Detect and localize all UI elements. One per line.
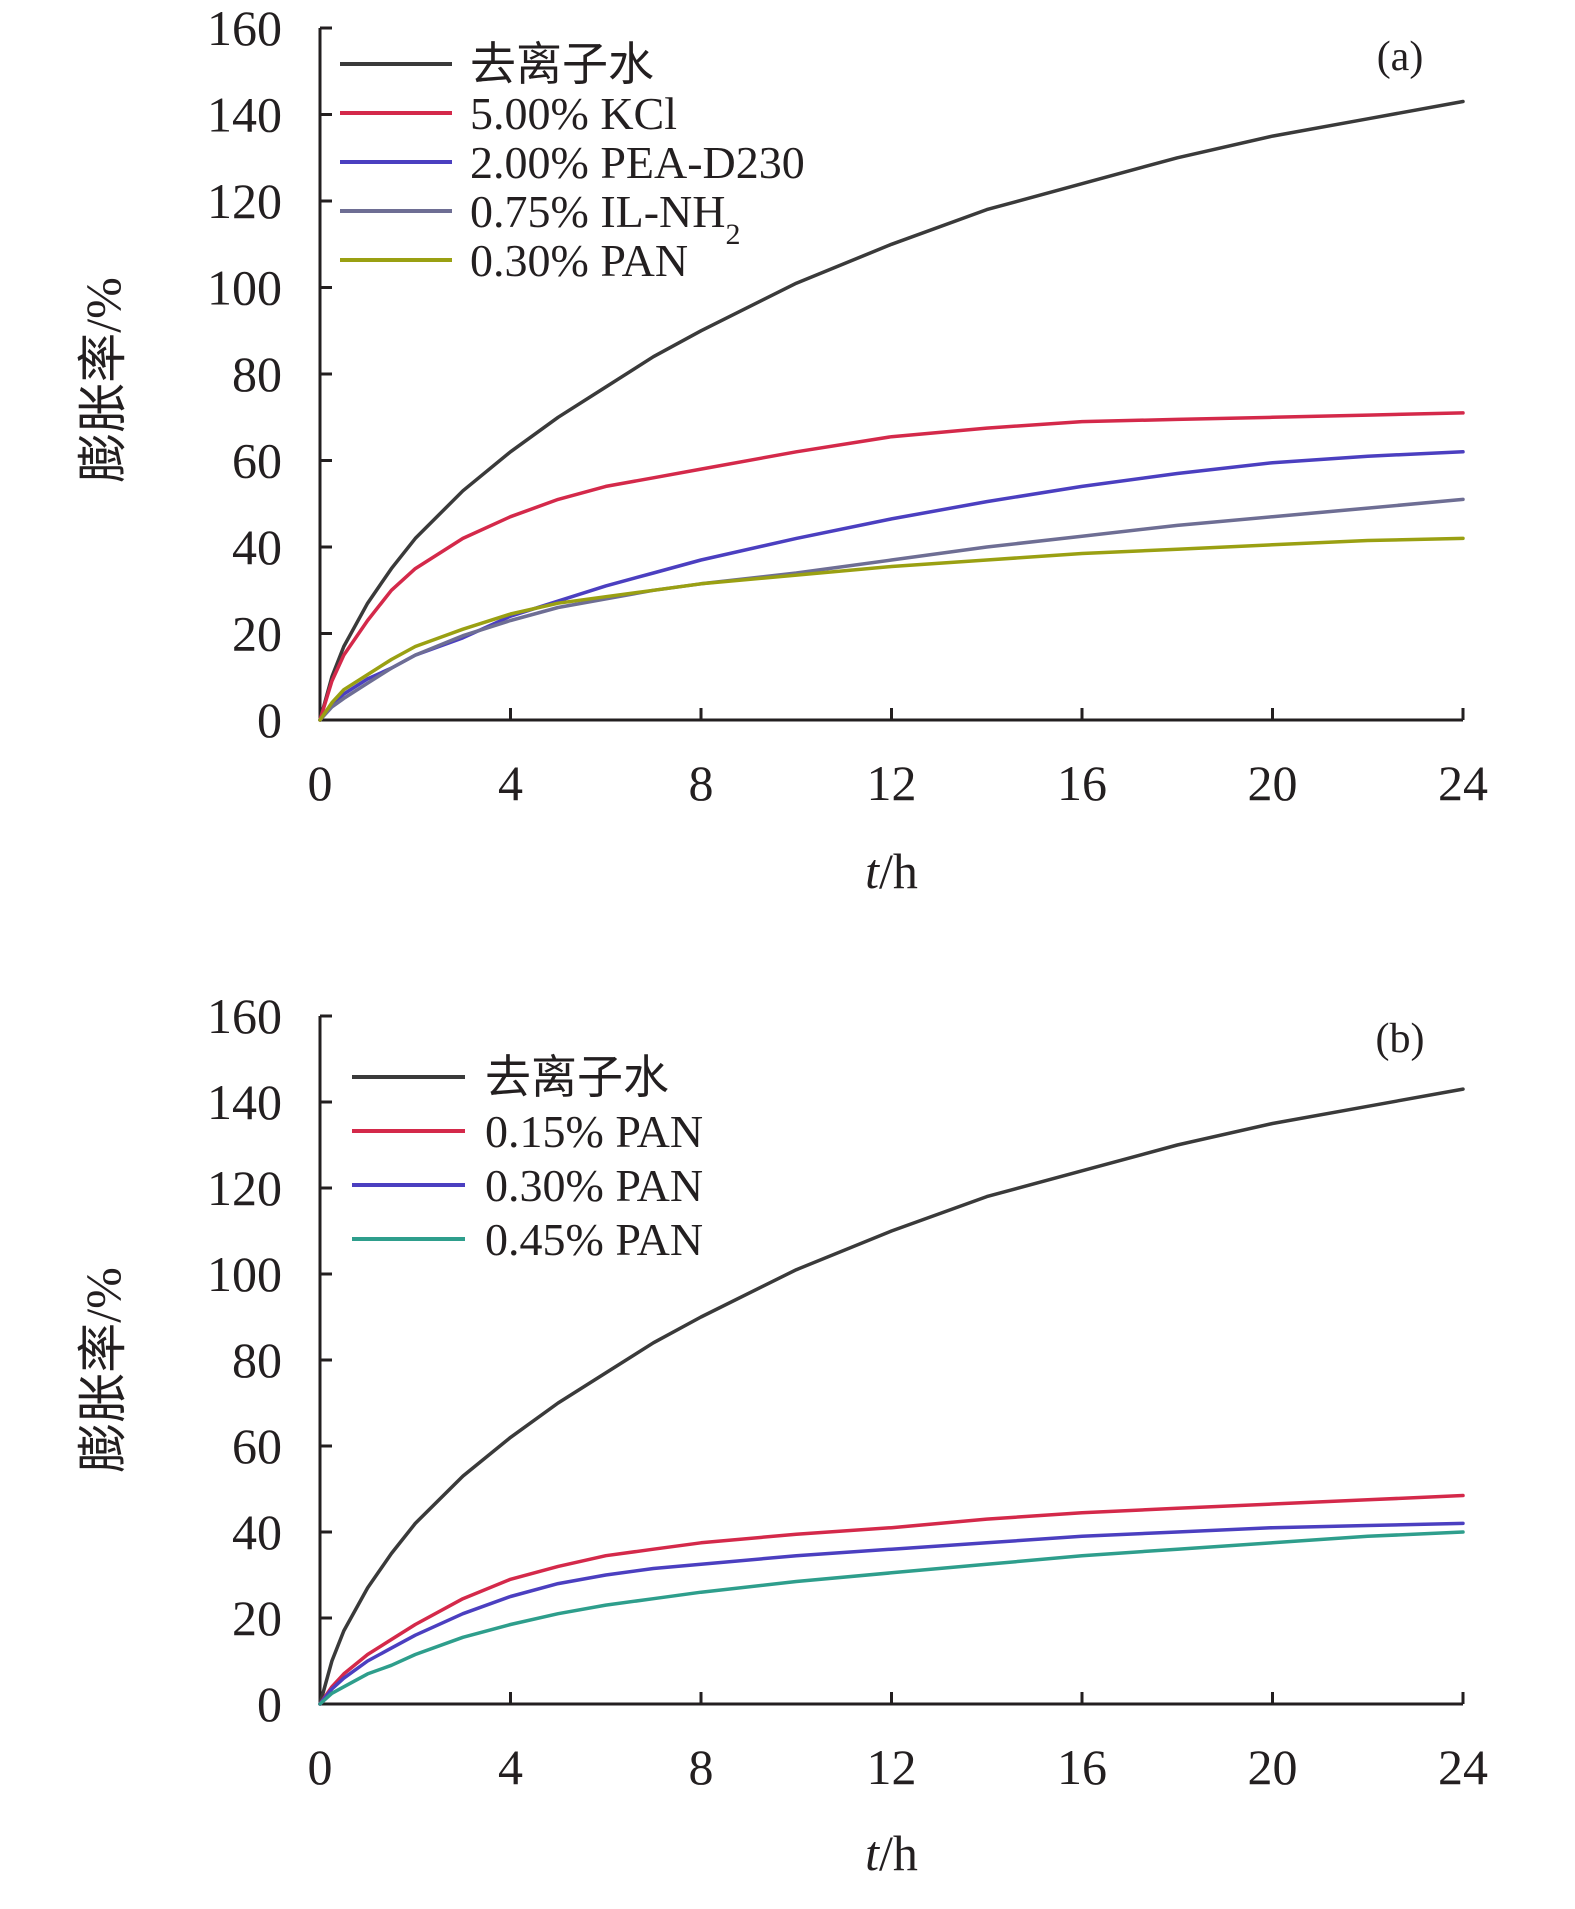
x-tick-label-a-0: 0 — [308, 755, 333, 811]
y-tick-label-b-20: 20 — [232, 1590, 282, 1646]
legend-label-b-3: 0.45% PAN — [485, 1214, 703, 1265]
panel-label-b: (b) — [1376, 1016, 1425, 1062]
y-tick-label-a-140: 140 — [207, 87, 282, 143]
x-tick-label-b-16: 16 — [1057, 1739, 1107, 1795]
panel-label-a: (a) — [1377, 34, 1424, 80]
y-tick-label-b-40: 40 — [232, 1504, 282, 1560]
y-tick-label-b-60: 60 — [232, 1418, 282, 1474]
series-line-b-1 — [318, 1493, 1465, 1706]
y-tick-label-a-60: 60 — [232, 433, 282, 489]
x-tick-label-b-12: 12 — [867, 1739, 917, 1795]
series-line-a-2 — [318, 450, 1465, 722]
y-axis-label-a: 膨胀率/% — [75, 277, 131, 483]
y-tick-label-b-80: 80 — [232, 1332, 282, 1388]
legend-label-a-0: 去离子水 — [470, 39, 654, 90]
y-tick-label-a-100: 100 — [207, 260, 282, 316]
x-tick-label-a-24: 24 — [1438, 755, 1488, 811]
legend-label-a-2: 2.00% PEA-D230 — [470, 137, 805, 188]
series-line-b-2 — [318, 1521, 1465, 1706]
y-tick-label-a-80: 80 — [232, 346, 282, 402]
legend-label-a-1: 5.00% KCl — [470, 88, 677, 139]
x-tick-label-b-20: 20 — [1248, 1739, 1298, 1795]
x-tick-label-b-24: 24 — [1438, 1739, 1488, 1795]
x-tick-label-a-12: 12 — [867, 755, 917, 811]
legend-label-b-2: 0.30% PAN — [485, 1160, 703, 1211]
y-tick-label-a-120: 120 — [207, 173, 282, 229]
series-line-a-4 — [318, 536, 1465, 722]
x-tick-label-a-16: 16 — [1057, 755, 1107, 811]
x-tick-label-a-8: 8 — [689, 755, 714, 811]
x-tick-label-b-0: 0 — [308, 1739, 333, 1795]
y-tick-label-b-160: 160 — [207, 988, 282, 1044]
x-tick-label-a-20: 20 — [1248, 755, 1298, 811]
series-line-a-3 — [318, 497, 1465, 722]
legend-label-b-1: 0.15% PAN — [485, 1106, 703, 1157]
series-line-b-0 — [318, 1087, 1465, 1706]
legend-label-b-0: 去离子水 — [485, 1052, 669, 1103]
y-tick-label-a-0: 0 — [257, 692, 282, 748]
x-tick-label-b-8: 8 — [689, 1739, 714, 1795]
y-tick-label-b-120: 120 — [207, 1160, 282, 1216]
y-tick-label-b-140: 140 — [207, 1074, 282, 1130]
series-line-a-1 — [318, 411, 1465, 722]
y-tick-label-a-20: 20 — [232, 606, 282, 662]
x-tick-label-a-4: 4 — [498, 755, 523, 811]
x-axis-label-a: t/h — [865, 843, 918, 899]
y-axis-label-b: 膨胀率/% — [75, 1267, 131, 1473]
series-line-a-0 — [318, 99, 1465, 722]
chart-panel-b: 0 20 40 60 80 100 120 140 160 0 4 8 12 16 20 24 去离子水0.15… — [75, 988, 1488, 1881]
x-tick-label-b-4: 4 — [498, 1739, 523, 1795]
legend-label-a-3: 0.75% IL-NH2 — [470, 186, 741, 251]
y-tick-label-b-100: 100 — [207, 1246, 282, 1302]
y-tick-label-b-0: 0 — [257, 1676, 282, 1732]
y-tick-label-a-40: 40 — [232, 519, 282, 575]
series-line-b-3 — [318, 1530, 1465, 1706]
x-axis-label-b: t/h — [865, 1825, 918, 1881]
chart-panel-a: 0 20 40 60 80 100 120 140 160 0 4 8 12 16 20 24 去离子水5.00… — [75, 0, 1488, 899]
y-tick-label-a-160: 160 — [207, 0, 282, 56]
legend-label-a-4: 0.30% PAN — [470, 235, 688, 286]
